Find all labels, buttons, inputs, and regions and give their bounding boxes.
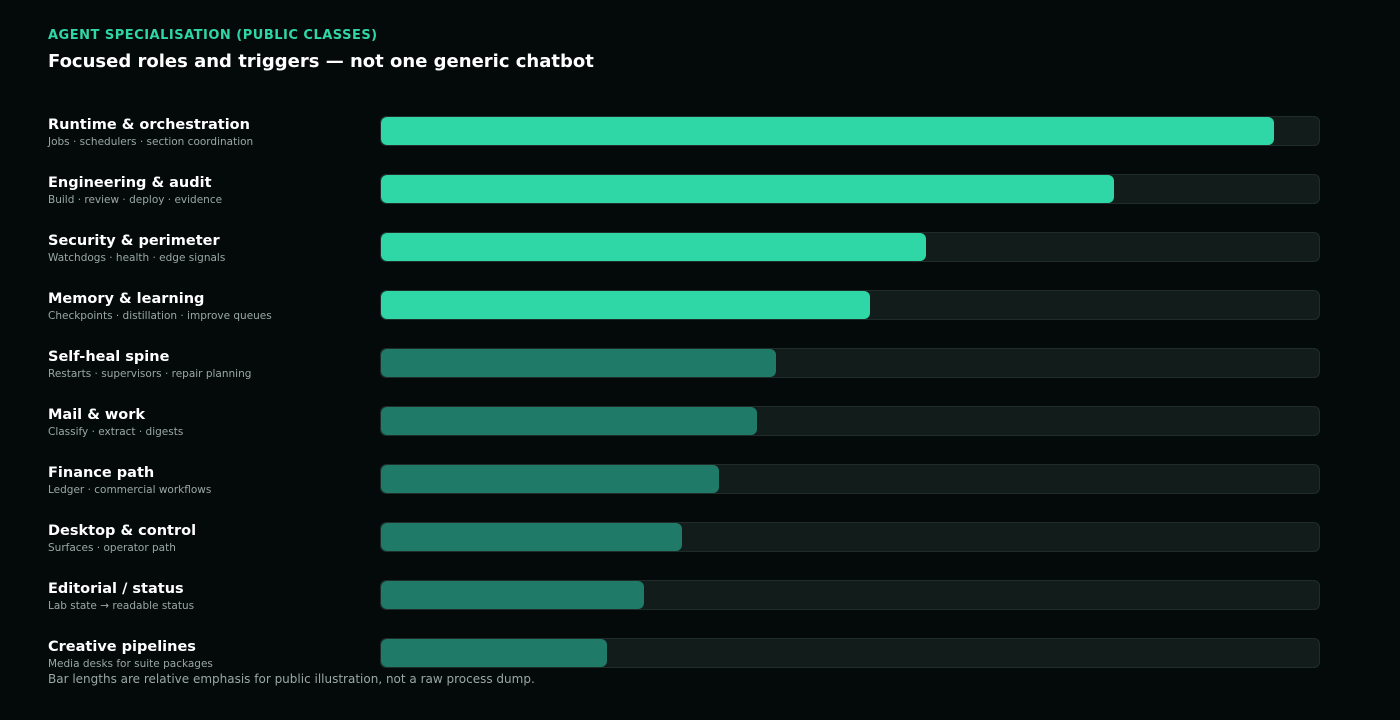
bar (381, 523, 682, 551)
bar (381, 465, 719, 493)
row-label: Runtime & orchestration (48, 117, 250, 133)
bar-track (380, 638, 1320, 668)
row-sublabel: Build · review · deploy · evidence (48, 194, 223, 206)
bar (381, 639, 607, 667)
row-label: Finance path (48, 465, 155, 481)
row-label: Engineering & audit (48, 175, 212, 191)
row-label: Desktop & control (48, 523, 197, 539)
bar (381, 117, 1274, 145)
row-sublabel: Watchdogs · health · edge signals (48, 252, 226, 264)
bar-track (380, 116, 1320, 146)
row-label: Editorial / status (48, 581, 184, 597)
chart-footnote: Bar lengths are relative emphasis for pu… (48, 672, 535, 686)
row-sublabel: Jobs · schedulers · section coordination (48, 136, 254, 148)
bar-track (380, 174, 1320, 204)
row-sublabel: Ledger · commercial workflows (48, 484, 212, 496)
bar (381, 349, 776, 377)
bar-track (380, 348, 1320, 378)
row-label: Self-heal spine (48, 349, 170, 365)
bar (381, 175, 1114, 203)
row-label: Creative pipelines (48, 639, 196, 655)
bar-track (380, 522, 1320, 552)
chart-title: Focused roles and triggers — not one gen… (48, 51, 594, 72)
row-label: Memory & learning (48, 291, 205, 307)
bar (381, 233, 926, 261)
bar (381, 581, 644, 609)
row-label: Mail & work (48, 407, 146, 423)
bar-track (380, 580, 1320, 610)
bar-track (380, 464, 1320, 494)
bar (381, 407, 757, 435)
row-sublabel: Media desks for suite packages (48, 658, 213, 670)
chart-eyebrow: AGENT SPECIALISATION (PUBLIC CLASSES) (48, 28, 378, 43)
row-sublabel: Lab state → readable status (48, 600, 195, 612)
bar-track (380, 290, 1320, 320)
row-sublabel: Surfaces · operator path (48, 542, 176, 554)
row-label: Security & perimeter (48, 233, 220, 249)
bar-track (380, 406, 1320, 436)
row-sublabel: Restarts · supervisors · repair planning (48, 368, 252, 380)
bar-track (380, 232, 1320, 262)
row-sublabel: Classify · extract · digests (48, 426, 184, 438)
bar (381, 291, 870, 319)
row-sublabel: Checkpoints · distillation · improve que… (48, 310, 272, 322)
